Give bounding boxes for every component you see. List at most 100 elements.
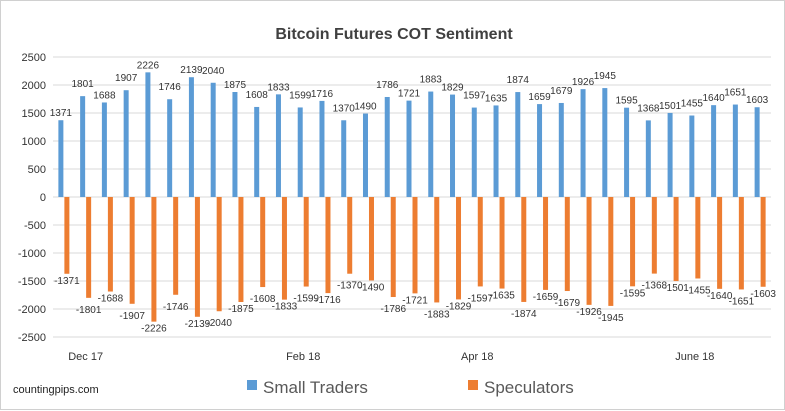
y-tick-label: 2000 [22,80,46,92]
legend: Small Traders Speculators [247,378,574,397]
data-label-small-traders: 1595 [615,96,638,107]
bar-speculators [368,197,374,281]
bar-small-traders [645,120,651,197]
data-label-speculators: -1599 [293,294,319,305]
bars [58,72,766,322]
data-label-small-traders: 1679 [550,86,573,97]
bar-small-traders [754,107,760,197]
data-label-small-traders: 1651 [724,88,747,99]
data-label-speculators: -1907 [119,311,145,322]
data-label-speculators: -1659 [533,292,559,303]
data-label-small-traders: 1599 [289,90,312,101]
bar-small-traders [210,82,216,197]
data-label-small-traders: 1716 [311,89,334,100]
data-label-speculators: -1786 [380,304,406,315]
bar-small-traders [515,92,521,197]
data-label-small-traders: 1659 [528,92,551,103]
data-label-small-traders: 1907 [115,73,138,84]
bar-speculators [173,197,179,295]
data-label-speculators: -1688 [98,294,124,305]
bar-small-traders [297,107,303,197]
data-label-speculators: -1883 [424,309,450,320]
data-label-speculators: -1368 [642,281,668,292]
bar-small-traders [624,107,630,197]
data-label-speculators: -1651 [729,296,755,307]
data-label-speculators: -1371 [54,276,80,287]
data-label-small-traders: 1721 [398,89,421,100]
data-label-speculators: -1640 [707,291,733,302]
bar-small-traders [58,120,64,197]
data-label-speculators: -1833 [272,302,298,313]
bar-speculators [630,197,636,287]
data-label-small-traders: 1635 [485,93,508,104]
bar-small-traders [450,94,456,197]
y-tick-label: 1500 [22,108,46,120]
bar-small-traders [319,100,325,197]
data-label-speculators: -1679 [555,298,581,309]
source-credit: countingpips.com [13,384,99,396]
bar-speculators [673,197,679,282]
bar-small-traders [667,112,673,197]
data-label-small-traders: 1640 [702,93,725,104]
bar-small-traders [254,106,260,197]
bar-speculators [260,197,266,288]
data-label-speculators: -1501 [663,283,689,294]
bar-speculators [281,197,287,300]
y-tick-label: -2000 [18,304,46,316]
data-label-speculators: -1608 [250,294,276,305]
bar-small-traders [580,89,586,197]
bar-small-traders [428,91,434,197]
data-label-speculators: -1595 [620,288,646,299]
data-label-speculators: -2226 [141,324,167,335]
data-label-small-traders: 1874 [507,75,530,86]
data-label-small-traders: 2040 [202,66,225,77]
bar-small-traders [188,77,194,197]
data-label-speculators: -1926 [576,307,602,318]
data-label-speculators: -2139 [185,319,211,330]
bar-speculators [499,197,505,289]
bar-small-traders [80,96,86,197]
bar-small-traders [406,100,412,197]
data-label-small-traders: 1455 [681,99,704,110]
gridlines [53,56,771,338]
bar-small-traders [384,96,390,197]
bar-small-traders [167,99,173,197]
bar-small-traders [602,88,608,197]
y-tick-label: 500 [28,164,46,176]
data-label-speculators: -1490 [359,282,385,293]
data-label-speculators: -1603 [750,289,776,300]
data-label-small-traders: 1370 [333,103,356,114]
bar-small-traders [493,105,499,197]
data-label-speculators: -1945 [598,313,624,324]
data-label-speculators: -1597 [467,293,493,304]
bar-speculators [456,197,462,300]
data-label-speculators: -1801 [76,305,102,316]
data-label-speculators: -1721 [402,295,428,306]
bar-speculators [738,197,744,290]
data-label-speculators: -1874 [511,309,537,320]
bar-speculators [651,197,657,274]
data-label-small-traders: 1883 [420,75,443,86]
data-label-small-traders: 1786 [376,80,399,91]
data-label-speculators: -1635 [489,291,515,302]
data-label-speculators: -1875 [228,304,254,315]
bar-small-traders [341,120,347,197]
x-tick-label: Feb 18 [286,351,320,363]
bar-speculators [303,197,309,287]
bar-speculators [608,197,614,306]
bar-speculators [390,197,396,298]
chart-title: Bitcoin Futures COT Sentiment [275,26,513,43]
bar-speculators [717,197,723,289]
bar-small-traders [232,92,238,197]
bar-small-traders [537,104,543,197]
bar-speculators [64,197,70,274]
y-axis-ticks: 2500 2000 1500 1000 500 0 -500 -1000 -1500 -2000 -… [18,52,46,344]
x-tick-label: Apr 18 [461,351,493,363]
y-tick-label: -500 [24,220,46,232]
bar-speculators [477,197,483,287]
bar-speculators [238,197,244,302]
data-label-small-traders: 1945 [594,71,617,82]
data-label-speculators: -1829 [446,301,472,312]
data-label-small-traders: 1501 [659,101,682,112]
